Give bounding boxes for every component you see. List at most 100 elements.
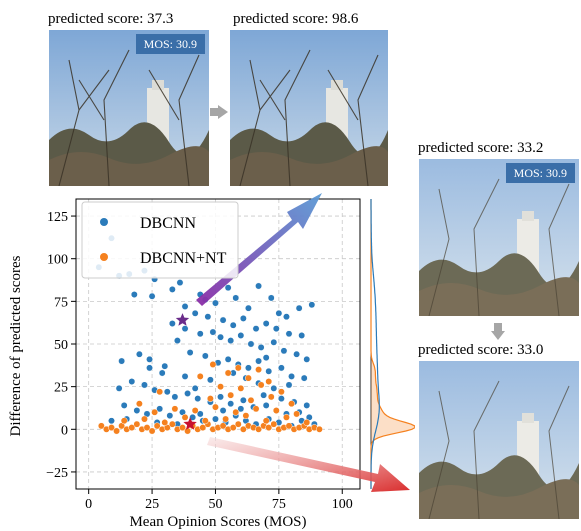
- data-point-dbcnn: [244, 304, 252, 312]
- data-point-dbcnn: [277, 395, 285, 403]
- data-point-dbcnn-nt: [143, 424, 151, 432]
- data-point-dbcnn-nt: [262, 417, 270, 425]
- sky-building-image: [230, 30, 388, 186]
- caption-right-upper: predicted score: 33.2: [418, 140, 544, 156]
- data-point-dbcnn: [272, 325, 280, 333]
- data-point-dbcnn-nt: [156, 388, 164, 396]
- data-point-dbcnn: [262, 401, 270, 409]
- data-point-dbcnn: [232, 294, 240, 302]
- arrow-down-icon: [491, 323, 505, 340]
- data-point-dbcnn: [252, 325, 260, 333]
- data-point-dbcnn: [257, 343, 265, 351]
- data-point-dbcnn-nt: [237, 384, 245, 392]
- legend-marker-nt: [100, 253, 108, 261]
- data-point-dbcnn: [295, 304, 303, 312]
- data-point-dbcnn: [158, 369, 166, 377]
- y-tick-label: 125: [47, 210, 68, 225]
- data-point-dbcnn-nt: [151, 408, 159, 416]
- x-tick-label: 75: [272, 497, 286, 512]
- data-point-dbcnn: [277, 364, 285, 372]
- data-point-dbcnn: [176, 279, 184, 287]
- data-point-dbcnn: [283, 313, 290, 321]
- data-point-dbcnn: [239, 314, 247, 322]
- sky-building-image: [419, 159, 579, 316]
- y-tick-label: 50: [54, 338, 68, 353]
- data-point-dbcnn: [280, 347, 288, 355]
- data-point-dbcnn-nt: [257, 381, 265, 389]
- data-point-dbcnn: [120, 401, 128, 409]
- data-point-dbcnn-nt: [285, 422, 293, 430]
- x-tick-label: 50: [208, 497, 222, 512]
- data-point-dbcnn-nt: [171, 405, 179, 413]
- series-dbcnn-nt: [97, 361, 323, 435]
- data-point-dbcnn: [189, 413, 197, 421]
- x-tick-label: 0: [85, 497, 92, 512]
- data-point-dbcnn-nt: [141, 415, 148, 423]
- data-point-dbcnn-nt: [97, 422, 105, 430]
- data-point-dbcnn-nt: [201, 417, 209, 425]
- data-point-dbcnn: [194, 395, 202, 403]
- y-tick-label: 25: [54, 381, 68, 396]
- data-point-dbcnn: [156, 405, 164, 413]
- marginal-kde: [370, 199, 415, 489]
- data-point-dbcnn-nt: [128, 424, 136, 432]
- data-point-dbcnn-nt: [234, 420, 242, 428]
- data-point-dbcnn: [181, 325, 189, 333]
- data-point-dbcnn: [181, 303, 189, 310]
- data-point-dbcnn: [244, 364, 252, 372]
- data-point-dbcnn: [219, 316, 227, 324]
- data-point-dbcnn-nt: [232, 408, 240, 416]
- y-tick-label: −25: [46, 466, 68, 481]
- data-point-dbcnn: [186, 349, 194, 356]
- data-point-dbcnn: [168, 285, 176, 293]
- data-point-dbcnn: [260, 391, 268, 399]
- data-point-dbcnn: [275, 309, 283, 317]
- data-point-dbcnn: [303, 355, 311, 363]
- data-point-dbcnn-nt: [239, 425, 247, 433]
- data-point-dbcnn-nt: [283, 413, 290, 421]
- data-point-dbcnn: [135, 350, 143, 358]
- legend-marker-dbcnn: [100, 218, 108, 226]
- data-point-dbcnn: [239, 396, 247, 404]
- data-point-dbcnn: [288, 372, 295, 380]
- arrow-down-icon: [207, 437, 410, 492]
- data-point-dbcnn-nt: [148, 427, 156, 435]
- data-point-dbcnn-nt: [227, 391, 235, 399]
- data-point-dbcnn-nt: [161, 419, 169, 426]
- caption-right-lower: predicted score: 33.0: [418, 342, 544, 358]
- mos-badge: MOS: 30.9: [135, 34, 205, 54]
- x-axis-ticks: 0 25 50 75 100: [85, 489, 353, 512]
- data-point-dbcnn-nt: [217, 383, 224, 391]
- data-point-dbcnn: [217, 393, 224, 401]
- data-point-dbcnn: [303, 401, 311, 409]
- data-point-dbcnn-nt: [293, 410, 301, 418]
- data-point-dbcnn: [141, 381, 148, 389]
- photo-mid-top: [230, 30, 388, 186]
- data-point-dbcnn-nt: [209, 361, 217, 368]
- x-tick-label: 25: [145, 497, 159, 512]
- data-point-dbcnn-nt: [199, 424, 207, 432]
- data-point-dbcnn: [201, 352, 209, 360]
- legend-label-dbcnn: DBCNN: [140, 215, 196, 232]
- data-point-dbcnn: [146, 364, 153, 372]
- data-point-dbcnn: [173, 337, 181, 345]
- photo-left-top: MOS: 30.9: [49, 30, 209, 186]
- data-point-dbcnn: [196, 330, 204, 338]
- data-point-dbcnn: [212, 415, 219, 423]
- data-point-dbcnn: [219, 407, 227, 414]
- data-point-dbcnn-nt: [179, 424, 186, 432]
- data-point-dbcnn: [217, 333, 224, 341]
- legend: DBCNN DBCNN+NT: [81, 201, 239, 279]
- y-axis-label: Difference of predicted scores: [8, 255, 24, 436]
- data-point-dbcnn-nt: [272, 407, 280, 414]
- data-point-dbcnn: [300, 374, 308, 382]
- data-point-dbcnn: [298, 332, 306, 339]
- data-point-dbcnn-nt: [247, 396, 255, 404]
- caption-left-top: predicted score: 37.3: [48, 11, 174, 27]
- data-point-dbcnn-nt: [252, 405, 260, 413]
- data-point-dbcnn: [237, 332, 245, 339]
- series-dbcnn: [95, 234, 318, 430]
- kde-fill-dbcnn-nt: [371, 199, 415, 489]
- data-point-dbcnn: [161, 362, 169, 370]
- data-point-dbcnn-nt: [255, 425, 263, 433]
